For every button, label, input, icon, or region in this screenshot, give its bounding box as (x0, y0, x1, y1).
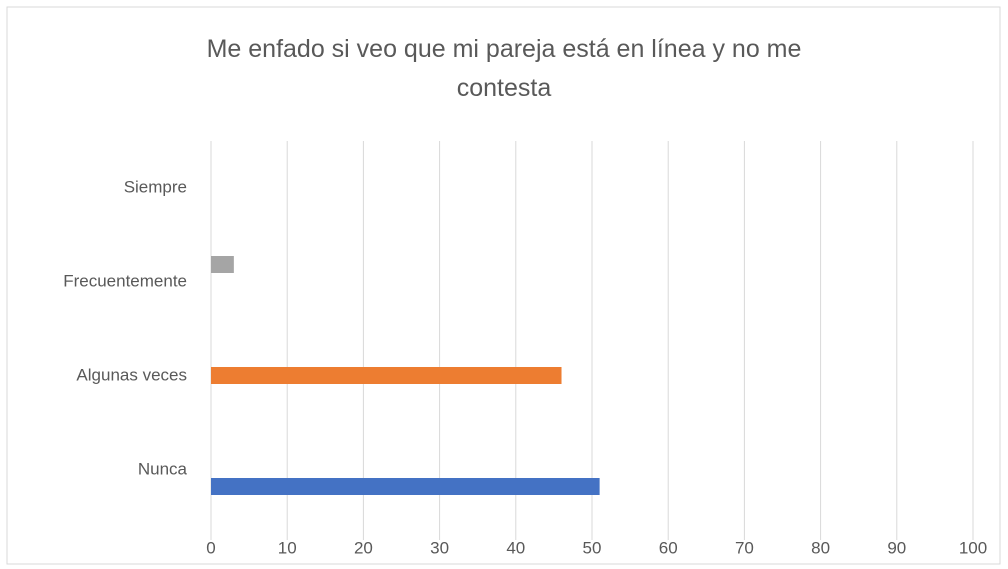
y-tick-label: Siempre (124, 177, 187, 196)
chart-title: Me enfado si veo que mi pareja está en l… (206, 35, 802, 102)
x-tick-label: 30 (430, 538, 449, 557)
x-tick-label: 10 (278, 538, 297, 557)
x-tick-label: 0 (206, 538, 215, 557)
x-tick-label: 100 (959, 538, 987, 557)
chart-border (6, 6, 1001, 565)
x-tick-label: 60 (659, 538, 678, 557)
y-tick-label: Nunca (138, 459, 188, 478)
x-tick-label: 80 (811, 538, 830, 557)
bar (211, 256, 234, 273)
x-tick-label: 40 (506, 538, 525, 557)
x-tick-label: 90 (887, 538, 906, 557)
x-tick-label: 50 (583, 538, 602, 557)
x-tick-label: 20 (354, 538, 373, 557)
y-tick-label: Frecuentemente (63, 271, 187, 290)
bar (211, 478, 600, 495)
x-tick-label: 70 (735, 538, 754, 557)
bar (211, 367, 562, 384)
y-tick-label: Algunas veces (76, 365, 187, 384)
